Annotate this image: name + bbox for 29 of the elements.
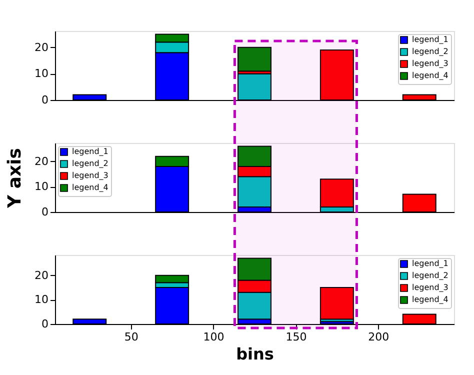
y-tick-label: 0: [42, 94, 48, 106]
legend-label: legend_4: [72, 183, 108, 192]
y-tick-label: 20: [34, 154, 48, 168]
y-axis-title: Y axis: [4, 148, 26, 209]
x-tick-label: 200: [368, 330, 390, 344]
legend-label: legend_1: [412, 35, 448, 44]
legend-label: legend_2: [412, 47, 448, 56]
y-tick-label: 20: [34, 268, 48, 282]
legend-label: legend_4: [412, 71, 448, 80]
y-tick-label: 10: [34, 67, 48, 80]
legend-label: legend_3: [412, 59, 448, 68]
legend-label: legend_3: [72, 171, 108, 180]
y-tick-label: 10: [34, 180, 48, 194]
legend-label: legend_2: [412, 271, 448, 280]
x-tick-label: 50: [124, 330, 138, 344]
x-tick-label: 150: [286, 330, 307, 344]
y-tick-label: 10: [34, 293, 48, 306]
y-tick-label: 0: [42, 206, 48, 218]
y-tick-label: 0: [42, 318, 48, 330]
legend-label: legend_4: [412, 295, 448, 304]
legend-label: legend_1: [412, 259, 448, 268]
x-axis-title: bins: [236, 344, 274, 364]
x-tick-label: 100: [203, 330, 224, 344]
legend-label: legend_3: [412, 283, 448, 292]
legend-label: legend_1: [72, 147, 108, 156]
y-tick-label: 20: [34, 40, 48, 54]
bar: [320, 286, 354, 320]
legend-label: legend_2: [72, 159, 108, 168]
bar: [238, 46, 272, 72]
